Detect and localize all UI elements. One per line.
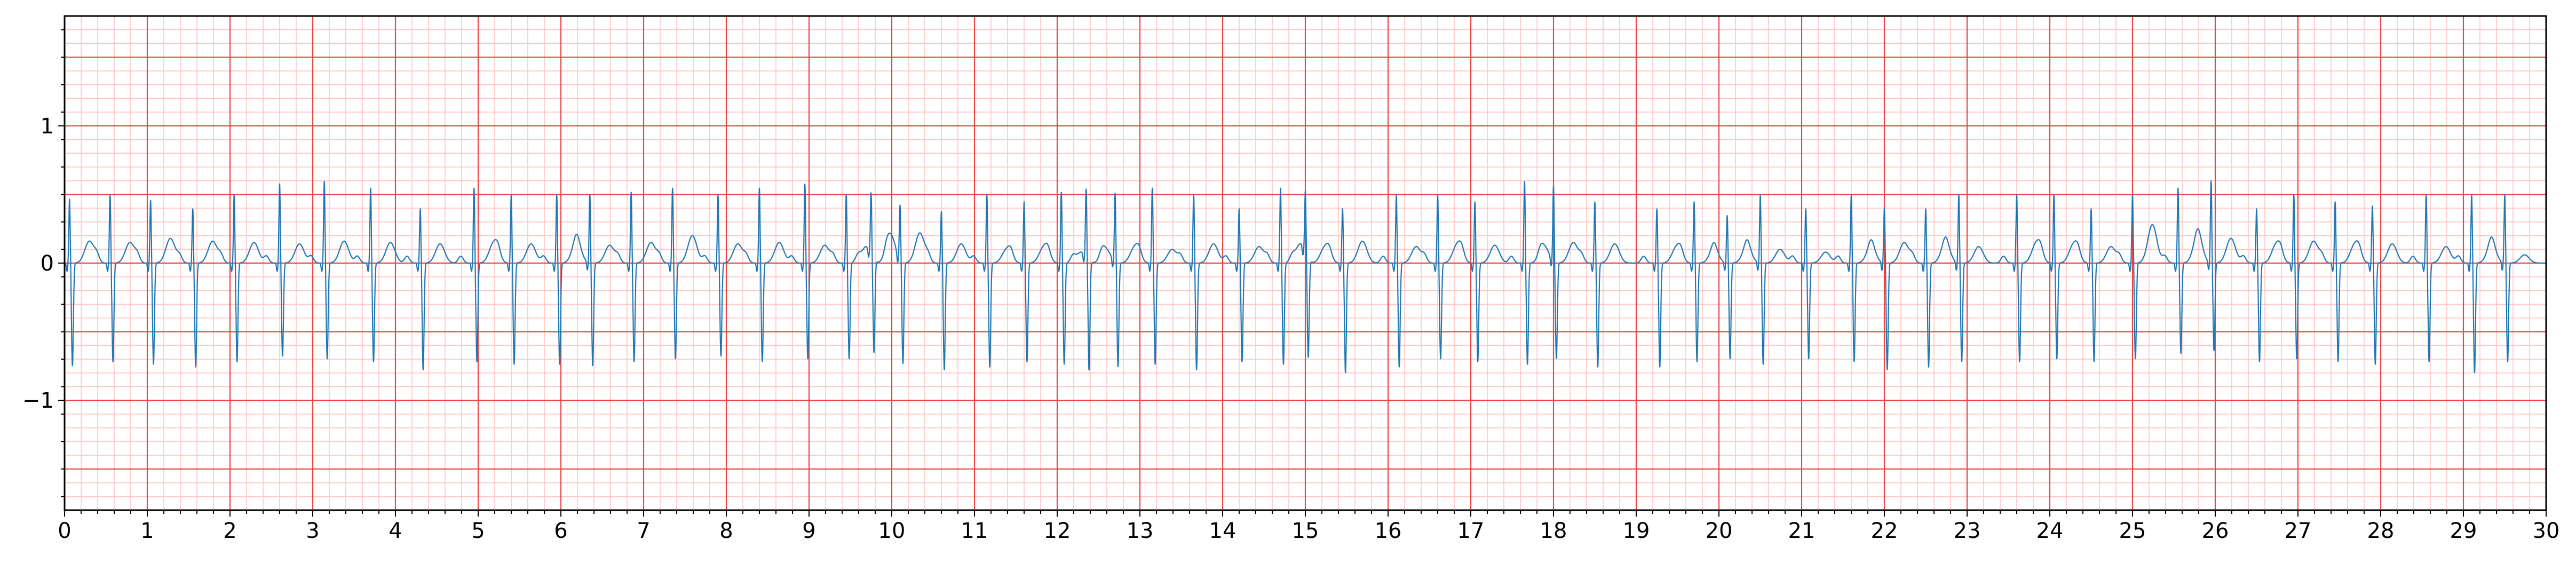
- x-tick-label: 13: [1127, 519, 1154, 543]
- x-tick-label: 27: [2285, 519, 2312, 543]
- ecg-trace-group: [64, 180, 2547, 373]
- x-tick-label: 15: [1292, 519, 1319, 543]
- x-tick-label: 7: [637, 519, 650, 543]
- y-tick-label: −1: [22, 388, 54, 413]
- x-tick-label: 22: [1871, 519, 1898, 543]
- x-tick-label: 6: [554, 519, 567, 543]
- x-tick-label: 9: [802, 519, 815, 543]
- x-tick-label: 4: [389, 519, 402, 543]
- x-tick-label: 8: [719, 519, 733, 543]
- x-tick-label: 16: [1375, 519, 1402, 543]
- x-tick-label: 0: [58, 519, 71, 543]
- x-axis-ticks: 0 1 2 3 4 5 6 7 8 9 10 11 12 13 14 15 16 17 18 19 20 21 22 23 24…: [58, 510, 2559, 543]
- x-tick-label: 2: [223, 519, 236, 543]
- x-tick-label: 19: [1623, 519, 1650, 543]
- x-tick-label: 14: [1209, 519, 1237, 543]
- x-tick-label: 1: [140, 519, 154, 543]
- x-tick-label: 11: [961, 519, 988, 543]
- x-tick-label: 29: [2450, 519, 2477, 543]
- x-tick-label: 20: [1706, 519, 1733, 543]
- x-tick-label: 17: [1457, 519, 1485, 543]
- x-tick-label: 30: [2533, 519, 2560, 543]
- ecg-trace-line: [64, 180, 2547, 373]
- x-tick-label: 10: [878, 519, 906, 543]
- x-tick-label: 3: [306, 519, 319, 543]
- x-tick-label: 5: [471, 519, 485, 543]
- x-tick-label: 18: [1540, 519, 1567, 543]
- x-tick-label: 28: [2367, 519, 2395, 543]
- y-tick-label: 0: [41, 251, 54, 276]
- x-tick-label: 21: [1788, 519, 1816, 543]
- x-tick-label: 23: [1954, 519, 1981, 543]
- x-tick-label: 12: [1044, 519, 1071, 543]
- x-tick-label: 26: [2202, 519, 2229, 543]
- y-tick-label: 1: [41, 114, 54, 139]
- x-tick-label: 25: [2119, 519, 2146, 543]
- x-tick-label: 24: [2036, 519, 2064, 543]
- y-axis-ticks: −1 0 1: [22, 29, 65, 497]
